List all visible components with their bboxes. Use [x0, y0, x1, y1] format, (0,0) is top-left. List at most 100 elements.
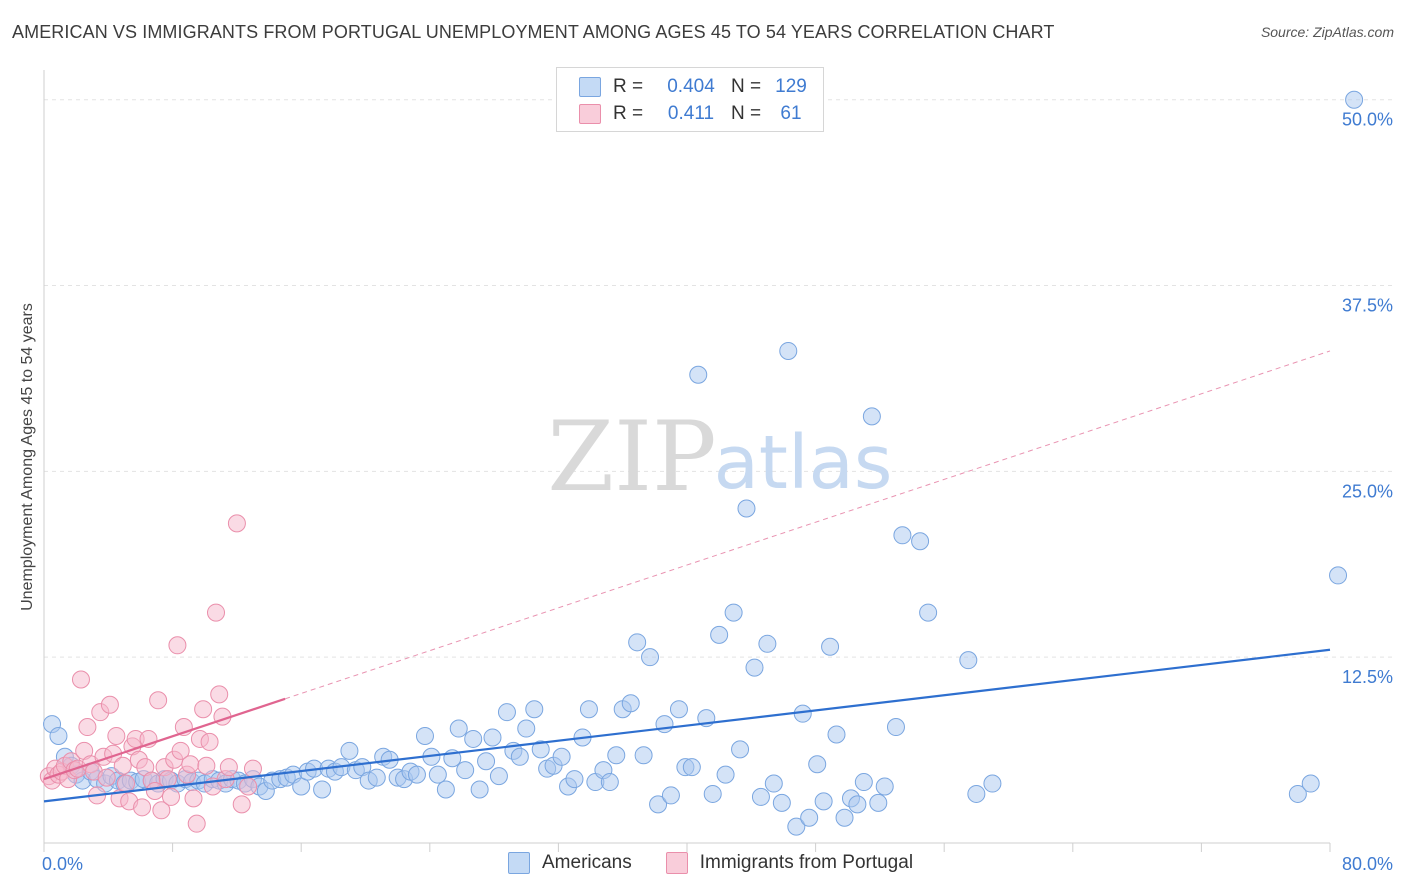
americans-point	[489, 767, 508, 786]
portugal-point	[161, 787, 180, 806]
stats-legend: R = 0.404 N = 129 R = 0.411 N = 61	[556, 67, 824, 132]
portugal-point	[207, 603, 226, 622]
x-tick-label: 0.0%	[42, 854, 83, 874]
portugal-trend-extension	[284, 350, 1331, 700]
watermark: ZIP atlas	[547, 401, 892, 513]
americans-point	[579, 700, 598, 719]
legend-row-portugal: R = 0.411 N = 61	[579, 102, 819, 126]
americans-point	[983, 774, 1002, 793]
portugal-point	[116, 774, 135, 793]
legend-swatch-americans	[579, 77, 601, 97]
legend-row-americans: R = 0.404 N = 129	[579, 75, 819, 99]
americans-point	[869, 793, 888, 812]
americans-point	[772, 793, 791, 812]
legend-n-label: N =	[731, 76, 762, 97]
americans-point	[787, 817, 806, 836]
americans-point	[655, 715, 674, 734]
portugal-point	[243, 759, 262, 778]
americans-point	[827, 725, 846, 744]
portugal-point	[210, 685, 229, 704]
portugal-point	[78, 718, 97, 737]
americans-point	[737, 499, 756, 518]
portugal-point	[181, 755, 200, 774]
portugal-point	[219, 758, 238, 777]
americans-point	[634, 746, 653, 765]
legend-r-label: R =	[613, 76, 644, 97]
americans-point	[483, 728, 502, 747]
portugal-point	[107, 726, 126, 745]
americans-point	[682, 758, 701, 777]
americans-point	[862, 407, 881, 426]
americans-point	[641, 648, 660, 667]
legend-swatch-portugal	[665, 852, 688, 874]
americans-point	[600, 773, 619, 792]
americans-point	[415, 726, 434, 745]
americans-point	[1288, 784, 1307, 803]
americans-point	[919, 603, 938, 622]
series-legend: Americans Immigrants from Portugal	[508, 852, 947, 874]
portugal-point	[149, 691, 168, 710]
americans-point	[428, 765, 447, 784]
americans-point	[649, 795, 668, 814]
portugal-point	[239, 777, 258, 796]
americans-point	[456, 761, 475, 780]
americans-point	[848, 795, 867, 814]
americans-point	[661, 786, 680, 805]
legend-item-americans[interactable]: Americans	[508, 852, 632, 874]
legend-r-label: R =	[613, 103, 644, 124]
legend-n-label: N =	[731, 103, 762, 124]
portugal-point	[97, 768, 116, 787]
americans-point	[517, 719, 536, 738]
americans-point	[607, 746, 626, 765]
americans-point	[525, 700, 544, 719]
portugal-trend-line	[43, 697, 286, 781]
watermark-atlas: atlas	[714, 420, 893, 506]
americans-point	[292, 777, 311, 796]
americans-point	[497, 703, 516, 722]
americans-point	[959, 651, 978, 670]
portugal-point	[152, 801, 171, 820]
legend-n-value: 61	[780, 103, 802, 124]
americans-point	[510, 747, 529, 766]
americans-point	[886, 718, 905, 737]
portugal-point	[133, 798, 152, 817]
americans-point	[449, 719, 468, 738]
americans-point	[689, 365, 708, 384]
portugal-point	[100, 695, 119, 714]
americans-point	[464, 729, 483, 748]
source-label: Source: ZipAtlas.com	[1260, 24, 1394, 40]
americans-point	[854, 773, 873, 792]
legend-r-value: 0.404	[667, 76, 715, 97]
americans-point	[436, 780, 455, 799]
americans-point	[340, 741, 359, 760]
portugal-point	[232, 795, 251, 814]
americans-point	[808, 755, 827, 774]
americans-point	[669, 700, 688, 719]
legend-swatch-americans	[508, 852, 530, 874]
legend-r-value: 0.411	[667, 103, 715, 124]
chart-title: AMERICAN VS IMMIGRANTS FROM PORTUGAL UNE…	[12, 22, 1055, 42]
portugal-point	[168, 636, 187, 655]
americans-point	[751, 787, 770, 806]
americans-point	[835, 808, 854, 827]
legend-label-americans: Americans	[542, 852, 632, 873]
americans-point	[313, 780, 332, 799]
americans-point	[552, 747, 571, 766]
americans-point	[758, 634, 777, 653]
legend-swatch-portugal	[579, 104, 601, 124]
portugal-point	[227, 514, 246, 533]
americans-point	[470, 780, 489, 799]
americans-point	[731, 740, 750, 759]
americans-point	[1329, 566, 1348, 585]
portugal-point	[113, 756, 132, 775]
americans-point	[875, 777, 894, 796]
americans-point	[893, 526, 912, 545]
americans-point	[531, 740, 550, 759]
legend-item-portugal[interactable]: Immigrants from Portugal	[665, 852, 913, 874]
gridlines	[44, 99, 1392, 658]
americans-point	[565, 770, 584, 789]
americans-point	[710, 625, 729, 644]
portugal-point	[194, 700, 213, 719]
portugal-point	[184, 789, 203, 808]
